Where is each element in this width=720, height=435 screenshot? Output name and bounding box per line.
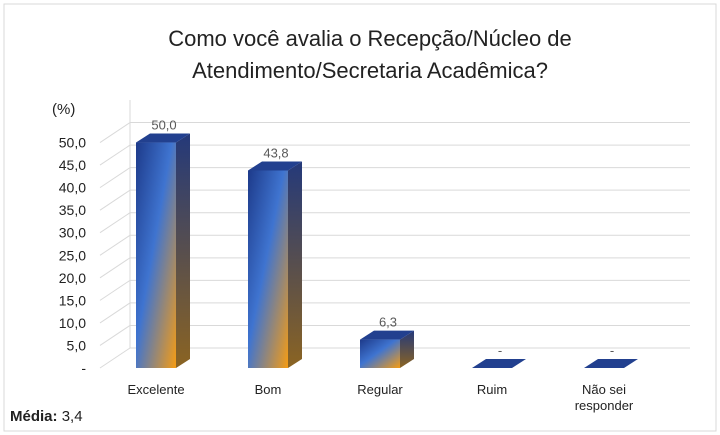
grid-line-side xyxy=(99,257,131,279)
bar xyxy=(360,330,414,368)
note: Média: 3,4 xyxy=(10,408,83,425)
bar xyxy=(584,359,638,368)
x-tick-label: Ruim xyxy=(476,382,508,397)
y-tick-label: 40,0 xyxy=(59,180,86,196)
grid-line-side xyxy=(99,234,131,256)
grid-line-side xyxy=(99,144,131,166)
bar-top xyxy=(136,133,190,143)
value-label: 50,0 xyxy=(151,118,176,133)
y-tick-label: 35,0 xyxy=(59,202,86,218)
bar xyxy=(136,133,190,368)
x-tick-label: Excelente xyxy=(127,382,185,397)
grid-line-side xyxy=(99,189,131,211)
y-axis-label: (%) xyxy=(52,101,75,118)
bar-front xyxy=(248,170,288,368)
value-label: 43,8 xyxy=(263,146,288,161)
bar-front xyxy=(360,339,400,368)
value-label: 6,3 xyxy=(379,315,397,330)
x-tick-label: Não sei responder xyxy=(574,382,634,413)
bar-top xyxy=(360,330,414,340)
grid-line-side xyxy=(99,325,131,346)
y-tick-label: 50,0 xyxy=(59,135,86,151)
note-value: 3,4 xyxy=(62,408,83,425)
y-tick-label: 20,0 xyxy=(59,270,86,286)
grid-line-side xyxy=(99,279,131,301)
y-tick-label: - xyxy=(81,360,86,376)
x-tick-label: Regular xyxy=(357,382,403,397)
bar-top xyxy=(248,161,302,171)
bar xyxy=(472,359,526,368)
chart-title: Atendimento/Secretaria Acadêmica? xyxy=(192,58,548,83)
frame xyxy=(3,3,717,432)
bar xyxy=(248,161,302,368)
y-tick-label: 30,0 xyxy=(59,225,86,241)
grid-line-side xyxy=(99,167,131,189)
y-tick-label: 25,0 xyxy=(59,247,86,263)
y-tick-label: 10,0 xyxy=(59,315,86,331)
bar-side xyxy=(288,161,302,368)
grid-line-side xyxy=(99,302,131,324)
chart-title: Como você avalia o Recepção/Núcleo de xyxy=(168,26,572,51)
grid-line-side xyxy=(99,212,131,234)
bar-front xyxy=(136,142,176,368)
value-label: - xyxy=(498,343,502,358)
grid-line-side xyxy=(99,347,131,369)
value-label: - xyxy=(610,343,614,358)
x-tick-label: Bom xyxy=(254,382,282,397)
note-label: Média: xyxy=(10,408,58,425)
bar-top xyxy=(584,359,638,368)
bar-top xyxy=(472,359,526,368)
bar-side xyxy=(400,330,414,368)
y-tick-label: 45,0 xyxy=(59,157,86,173)
grid-line-side xyxy=(99,122,131,143)
y-tick-label: 15,0 xyxy=(59,292,86,308)
bar-side xyxy=(176,133,190,368)
y-tick-label: 5,0 xyxy=(67,337,87,353)
